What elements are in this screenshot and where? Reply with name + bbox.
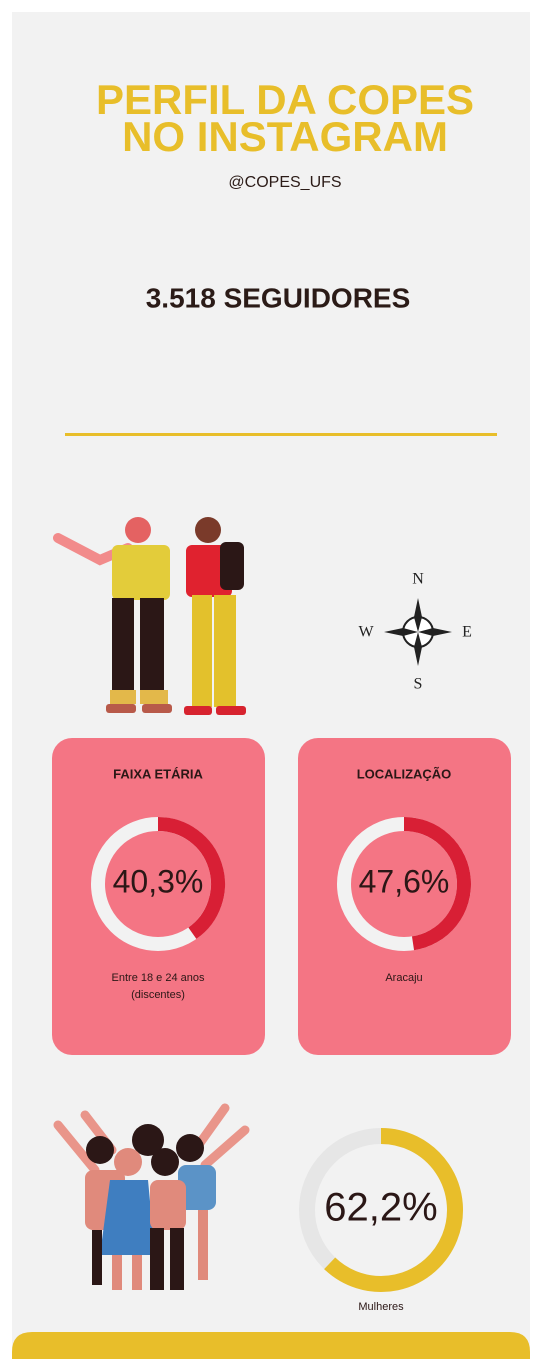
card-title: FAIXA ETÁRIA [113,766,203,781]
card-caption: (discentes) [131,989,185,1001]
donut-value: 47,6% [359,863,450,899]
title-line: NO INSTAGRAM [122,113,448,160]
donut-value: 40,3% [113,863,204,899]
compass-label: S [414,676,423,693]
card-caption: Entre 18 e 24 anos [112,972,205,984]
footer-bar [12,1332,530,1359]
handle: @COPES_UFS [228,174,341,191]
divider [65,433,497,436]
page: PERFIL DA COPES NO INSTAGRAM @COPES_UFS … [0,0,542,1359]
donut-value: 62,2% [324,1186,437,1230]
followers: 3.518 SEGUIDORES [146,282,411,313]
gender-caption: Mulheres [358,1301,404,1313]
infographic: PERFIL DA COPES NO INSTAGRAM @COPES_UFS … [0,0,542,1359]
card-caption: Aracaju [385,972,422,984]
compass-label: E [462,624,472,641]
card-title: LOCALIZAÇÃO [357,766,452,781]
compass-label: N [412,571,424,588]
compass-label: W [358,624,374,641]
